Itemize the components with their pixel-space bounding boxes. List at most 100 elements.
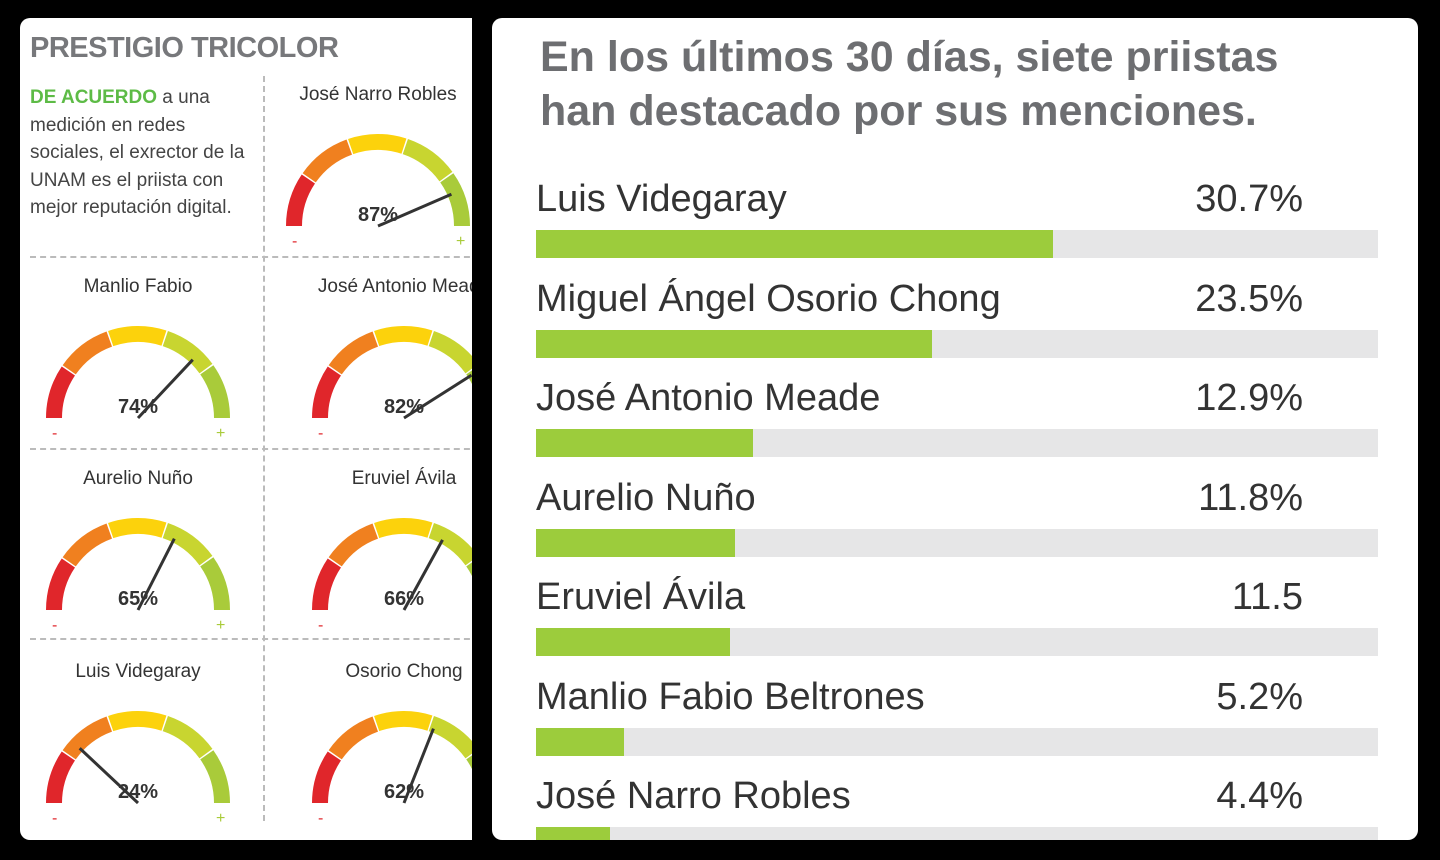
gauge: Aurelio Nuño - +65% <box>20 468 258 648</box>
gauge-needle <box>402 539 444 611</box>
gauge-segment <box>200 557 230 611</box>
bar <box>536 628 730 656</box>
gauge: José Antonio Meade -+82% <box>284 276 472 456</box>
gauge-segment <box>328 523 379 567</box>
gauge-dial: - + <box>46 518 230 634</box>
gauge-segment <box>348 134 407 155</box>
minus-sign: - <box>318 425 323 442</box>
bar <box>536 230 1053 258</box>
gauge-segment <box>440 173 470 227</box>
gauge-dial: - + <box>286 134 470 250</box>
bar-row: Aurelio Nuño 11.8% <box>536 473 1378 563</box>
gauge-name: José Antonio Meade <box>317 276 472 297</box>
bar-row: José Narro Robles 4.4% <box>536 771 1378 840</box>
gauge-segment <box>46 751 76 804</box>
gauge-value: 62% <box>383 781 425 803</box>
gauge-segment <box>108 518 167 539</box>
bar-label: Manlio Fabio Beltrones <box>536 675 925 718</box>
bar-row: José Antonio Meade 12.9% <box>536 373 1378 463</box>
gauge-dial: - + <box>46 326 230 442</box>
gauge-segment <box>62 716 113 760</box>
bar-track <box>536 628 1378 656</box>
bar-value: 30.7% <box>1195 178 1303 220</box>
minus-sign: - <box>292 233 297 250</box>
intro-text: DE ACUERDO a una medición en redes socia… <box>30 84 252 222</box>
bar-track <box>536 827 1378 840</box>
bar <box>536 528 735 557</box>
gauge-segment <box>162 331 213 374</box>
bar <box>536 329 932 358</box>
gauge-value: 65% <box>117 588 159 610</box>
gauge-segment <box>162 716 213 759</box>
gauge-segment <box>402 139 453 182</box>
gauge: Eruviel Ávila - +66% <box>284 468 472 648</box>
bar-row: Manlio Fabio Beltrones 5.2% <box>536 672 1378 762</box>
gauge: Luis Videgaray - +24% <box>20 661 258 840</box>
bar-label: Aurelio Nuño <box>536 476 756 519</box>
gauge-segment <box>328 331 379 375</box>
gauge-dial: - + <box>46 711 230 827</box>
divider <box>30 448 472 450</box>
bar-label: Luis Videgaray <box>536 178 787 220</box>
gauge-segment <box>312 751 342 804</box>
minus-sign: - <box>318 810 323 827</box>
bar-value: 11.5 <box>1231 576 1303 618</box>
gauge-name: Osorio Chong <box>345 661 463 682</box>
gauge-dial: - + <box>312 711 472 827</box>
gauge-segment <box>46 558 76 611</box>
gauge-name: Eruviel Ávila <box>351 468 457 489</box>
bar-label: José Antonio Meade <box>536 377 881 419</box>
gauge: José Narro Robles - +87% <box>258 84 472 264</box>
bar-label: Eruviel Ávila <box>536 576 746 618</box>
bar-value: 23.5% <box>1195 277 1303 320</box>
bar-value: 4.4% <box>1216 775 1303 817</box>
minus-sign: - <box>318 617 323 634</box>
gauge-segment <box>312 558 342 611</box>
bar <box>536 827 611 840</box>
bar-row: Miguel Ángel Osorio Chong 23.5% <box>536 274 1378 364</box>
gauge-segment <box>428 523 472 566</box>
bar-row: Eruviel Ávila 11.5 <box>536 572 1378 662</box>
divider <box>30 638 472 640</box>
gauge-segment <box>162 523 213 566</box>
gauge-name: Aurelio Nuño <box>83 468 193 489</box>
gauge-needle <box>402 728 435 804</box>
divider <box>30 256 472 258</box>
gauge-segment <box>302 139 353 183</box>
gauge-needle <box>136 538 176 611</box>
bar-value: 12.9% <box>1195 377 1303 419</box>
bar-label: Miguel Ángel Osorio Chong <box>536 277 1001 320</box>
bar-track <box>536 429 1378 457</box>
minus-sign: - <box>52 617 57 634</box>
bar-row: Luis Videgaray 30.7% <box>536 174 1378 264</box>
bar-value: 5.2% <box>1216 675 1303 718</box>
gauge-value: 74% <box>117 396 159 418</box>
intro-highlight: DE ACUERDO <box>30 87 158 108</box>
gauge-segment <box>286 174 316 227</box>
gauge-segment <box>62 331 113 375</box>
mentions-chart: En los últimos 30 días, siete priistas h… <box>492 18 1418 840</box>
bar-track <box>536 528 1378 557</box>
gauge-dial: - + <box>312 518 472 634</box>
bar-track <box>536 727 1378 756</box>
gauge-name: José Narro Robles <box>299 84 457 105</box>
minus-sign: - <box>52 810 57 827</box>
plus-sign: + <box>456 233 465 250</box>
gauge-value: 87% <box>357 204 399 226</box>
prestigio-panel: PRESTIGIO TRICOLOR DE ACUERDO a una medi… <box>20 18 472 840</box>
gauge-segment <box>200 365 230 419</box>
bar-track <box>536 329 1378 358</box>
gauge-segment <box>46 366 76 419</box>
gauge-needle <box>403 373 472 420</box>
panel-title: PRESTIGIO TRICOLOR <box>30 32 339 64</box>
bar <box>536 727 624 756</box>
gauge-name: Manlio Fabio <box>83 276 193 297</box>
gauge-value: 24% <box>117 781 159 803</box>
gauge-segment <box>312 366 342 419</box>
chart-title: En los últimos 30 días, siete priistas h… <box>540 33 1279 135</box>
gauge-needle <box>136 358 194 420</box>
gauge-needle <box>377 192 453 228</box>
gauge-value: 82% <box>383 396 425 418</box>
plus-sign: + <box>216 617 225 634</box>
gauge-segment <box>428 716 472 759</box>
